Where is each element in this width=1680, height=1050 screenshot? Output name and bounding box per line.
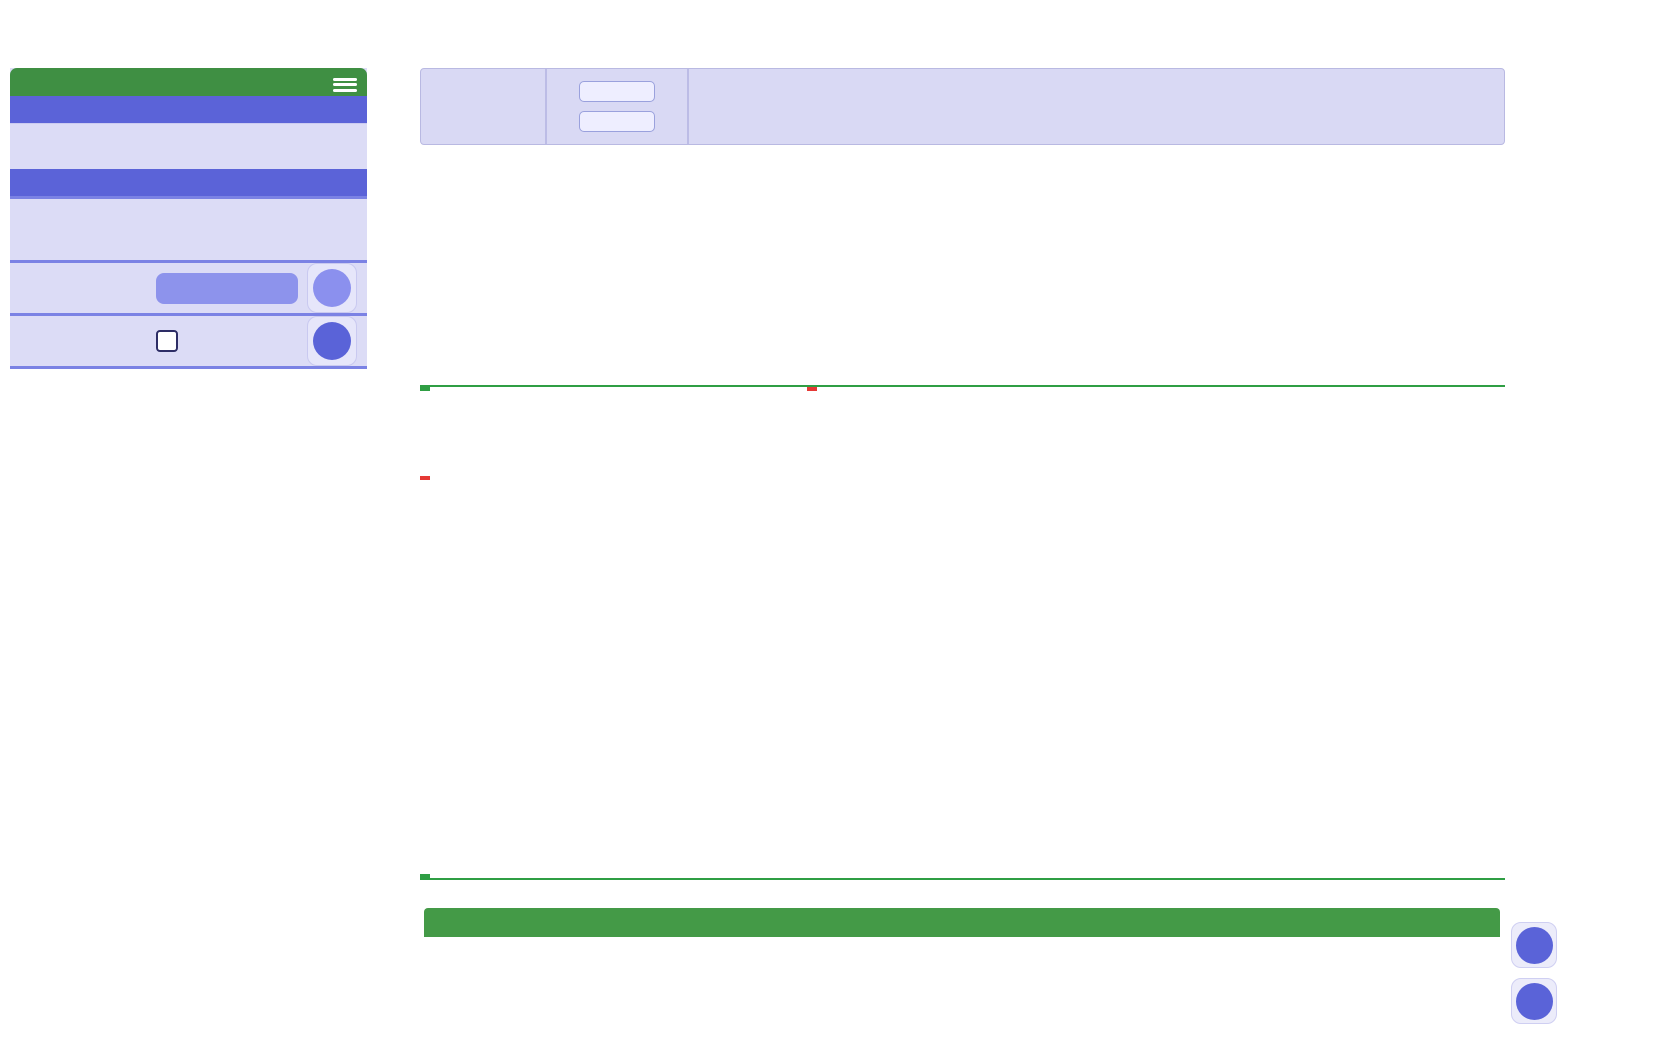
tofd-cursor-depth-badge bbox=[420, 476, 430, 480]
sidebar-header bbox=[10, 68, 367, 96]
calibration-row bbox=[10, 260, 367, 313]
tofd-cursor-x-badge bbox=[807, 387, 817, 391]
a-scan-panel bbox=[420, 148, 1505, 388]
section-hyperbolic-gates bbox=[10, 169, 367, 196]
tofd-scan-panel bbox=[420, 385, 1505, 880]
tofd-pairs-row bbox=[10, 123, 367, 169]
pcs-t0-section bbox=[547, 69, 689, 144]
add-discontinuity-container bbox=[1511, 922, 1557, 968]
section-setup bbox=[10, 96, 367, 123]
a-scan-plot[interactable] bbox=[440, 174, 1505, 365]
remove-discontinuity-button[interactable] bbox=[1516, 983, 1553, 1020]
save-to-png-button[interactable] bbox=[156, 273, 298, 304]
tofd-bottom-depth-badge bbox=[420, 874, 430, 878]
pcs-input[interactable] bbox=[579, 81, 655, 102]
show-maximums-checkbox[interactable] bbox=[156, 330, 186, 352]
add-discontinuity-button[interactable] bbox=[1516, 927, 1553, 964]
remove-discontinuity-container bbox=[1511, 978, 1557, 1024]
checkbox-box[interactable] bbox=[156, 330, 178, 352]
gain-velocity-section bbox=[421, 69, 547, 144]
measurement-row bbox=[10, 313, 367, 366]
tofd-top-depth-badge bbox=[420, 387, 430, 391]
discontinuities-table-title bbox=[424, 908, 1500, 937]
calibration-add-container bbox=[307, 263, 357, 313]
menu-icon[interactable] bbox=[333, 75, 357, 94]
info-bar bbox=[420, 68, 1505, 145]
tofd-scan-image[interactable] bbox=[420, 387, 1505, 878]
measurement-add-container bbox=[307, 316, 357, 366]
calibration-add-button[interactable] bbox=[313, 269, 351, 307]
discontinuities-table bbox=[424, 908, 1500, 937]
t0-input[interactable] bbox=[579, 111, 655, 132]
measurement-add-button[interactable] bbox=[313, 322, 351, 360]
discontinuity-type-row bbox=[10, 196, 367, 260]
data-analysis-panel bbox=[10, 68, 367, 369]
